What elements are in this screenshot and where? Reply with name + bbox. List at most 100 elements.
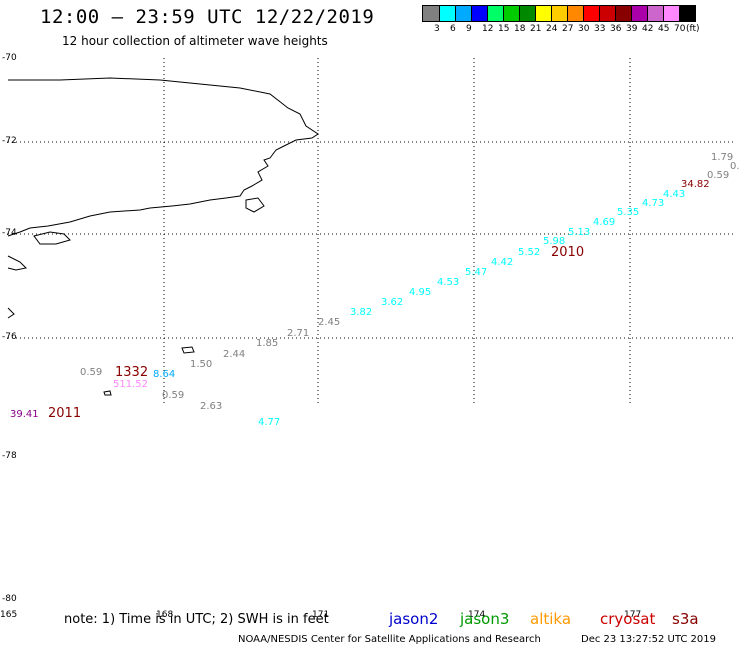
legend-swatch — [551, 6, 567, 21]
map-subtitle: 12 hour collection of altimeter wave hei… — [62, 34, 328, 48]
mission-label: s3a — [672, 610, 699, 628]
legend-swatch — [455, 6, 471, 21]
pass-time-label: 2011 — [48, 406, 81, 421]
legend-swatch — [663, 6, 679, 21]
legend-color-bar — [422, 5, 696, 22]
legend-swatch — [599, 6, 615, 21]
legend-tick-label: 70 — [674, 24, 686, 34]
latitude-label: -72 — [2, 136, 17, 146]
wave-height-value: 3.82 — [350, 307, 372, 318]
legend-tick-label: 9 — [466, 24, 472, 34]
generation-timestamp: Dec 23 13:27:52 UTC 2019 — [581, 634, 716, 645]
coastline — [7, 77, 319, 396]
legend-swatch — [503, 6, 519, 21]
pass-time-label: 1332 — [115, 365, 148, 380]
wave-height-value: 0.59 — [80, 367, 102, 378]
legend-swatch — [535, 6, 551, 21]
legend-tick-label: 24 — [546, 24, 558, 34]
wave-height-value: 0.59 — [162, 390, 184, 401]
wave-height-value: 511.52 — [113, 379, 148, 390]
legend-tick-label: 18 — [514, 24, 526, 34]
color-legend: 3 6 9 12 15 18 21 24 27 30 33 36 39 42 45 70 (ft) — [422, 5, 700, 36]
longitude-label: 177 — [624, 610, 641, 620]
legend-tick-label: 27 — [562, 24, 574, 34]
legend-tick-label: 12 — [482, 24, 494, 34]
wave-height-value: 2.44 — [223, 349, 245, 360]
legend-swatch — [631, 6, 647, 21]
latitude-label: -80 — [2, 594, 17, 604]
graticule — [8, 58, 736, 404]
small-island-b — [103, 390, 112, 396]
wave-height-value: 3.62 — [381, 297, 403, 308]
longitude-label: 168 — [156, 610, 173, 620]
longitude-label: 174 — [468, 610, 485, 620]
map-title: 12:00 – 23:59 UTC 12/22/2019 — [40, 6, 375, 28]
longitude-label: 171 — [312, 610, 329, 620]
legend-tick-label: 15 — [498, 24, 510, 34]
legend-swatch — [679, 6, 695, 21]
coast-fragment-2 — [7, 307, 15, 319]
wave-height-value: 1.50 — [190, 359, 212, 370]
small-island-a — [181, 346, 195, 354]
legend-tick-label: 3 — [434, 24, 440, 34]
legend-tick-label: 6 — [450, 24, 456, 34]
legend-tick-label: 42 — [642, 24, 654, 34]
mission-label: jason3 — [460, 610, 510, 628]
wave-height-observations: 1.790.0.5934.824.434.735.354.695.135.985… — [10, 152, 740, 428]
wave-height-value: 5.98 — [543, 236, 565, 247]
mission-label: altika — [530, 610, 572, 628]
legend-swatch — [567, 6, 583, 21]
legend-swatch — [615, 6, 631, 21]
legend-swatch — [487, 6, 503, 21]
legend-swatch — [423, 6, 439, 21]
longitude-labels: 165 168 171 174 177 — [0, 610, 641, 620]
wave-height-value: 5.47 — [465, 267, 487, 278]
latitude-label: -76 — [2, 332, 17, 342]
wave-height-value: 4.73 — [642, 198, 664, 209]
latitude-labels: -70 -72 -74 -76 -78 -80 — [2, 53, 17, 604]
wave-height-value: 34.82 — [681, 179, 710, 190]
wave-height-value: 5.13 — [568, 227, 590, 238]
wave-height-value: 4.95 — [409, 287, 431, 298]
legend-tick-label: 39 — [626, 24, 638, 34]
antarctic-coastline — [7, 77, 319, 237]
coast-fragment — [7, 255, 28, 271]
legend-tick-label: 30 — [578, 24, 590, 34]
wave-height-value: 4.42 — [491, 257, 513, 268]
wave-height-value: 2.45 — [318, 317, 340, 328]
mission-label: jason2 — [389, 610, 439, 628]
legend-tick-label: 33 — [594, 24, 606, 34]
latitude-label: -74 — [2, 228, 17, 238]
pass-time-label: 2010 — [551, 245, 584, 260]
ice-island — [33, 231, 71, 245]
ice-island-small — [245, 197, 265, 213]
wave-height-value: 4.53 — [437, 277, 459, 288]
mission-label: cryosat — [600, 610, 656, 628]
wave-height-value: 0.59 — [707, 170, 729, 181]
legend-tick-label: 45 — [658, 24, 670, 34]
longitude-label: 165 — [0, 610, 17, 620]
wave-height-value: 39.41 — [10, 409, 39, 420]
latitude-label: -70 — [2, 53, 17, 63]
footer-note: note: 1) Time is in UTC; 2) SWH is in fe… — [64, 612, 329, 627]
wave-height-value: 1.85 — [256, 338, 278, 349]
legend-tick-label: (ft) — [686, 24, 700, 34]
legend-swatch — [583, 6, 599, 21]
wave-height-value: 4.77 — [258, 417, 280, 428]
wave-height-value: 0. — [730, 161, 740, 172]
legend-swatch — [439, 6, 455, 21]
credit-line: NOAA/NESDIS Center for Satellite Applica… — [238, 634, 541, 645]
wave-height-value: 4.69 — [593, 217, 615, 228]
legend-tick-label: 36 — [610, 24, 622, 34]
wave-height-value: 2.71 — [287, 328, 309, 339]
legend-tick-label: 21 — [530, 24, 542, 34]
wave-height-value: 8.64 — [153, 369, 175, 380]
wave-height-value: 2.63 — [200, 401, 222, 412]
wave-height-value: 1.79 — [711, 152, 733, 163]
wave-height-value: 4.43 — [663, 189, 685, 200]
latitude-label: -78 — [2, 451, 17, 461]
wave-height-value: 5.35 — [617, 207, 639, 218]
legend-swatch — [647, 6, 663, 21]
legend-swatch — [519, 6, 535, 21]
